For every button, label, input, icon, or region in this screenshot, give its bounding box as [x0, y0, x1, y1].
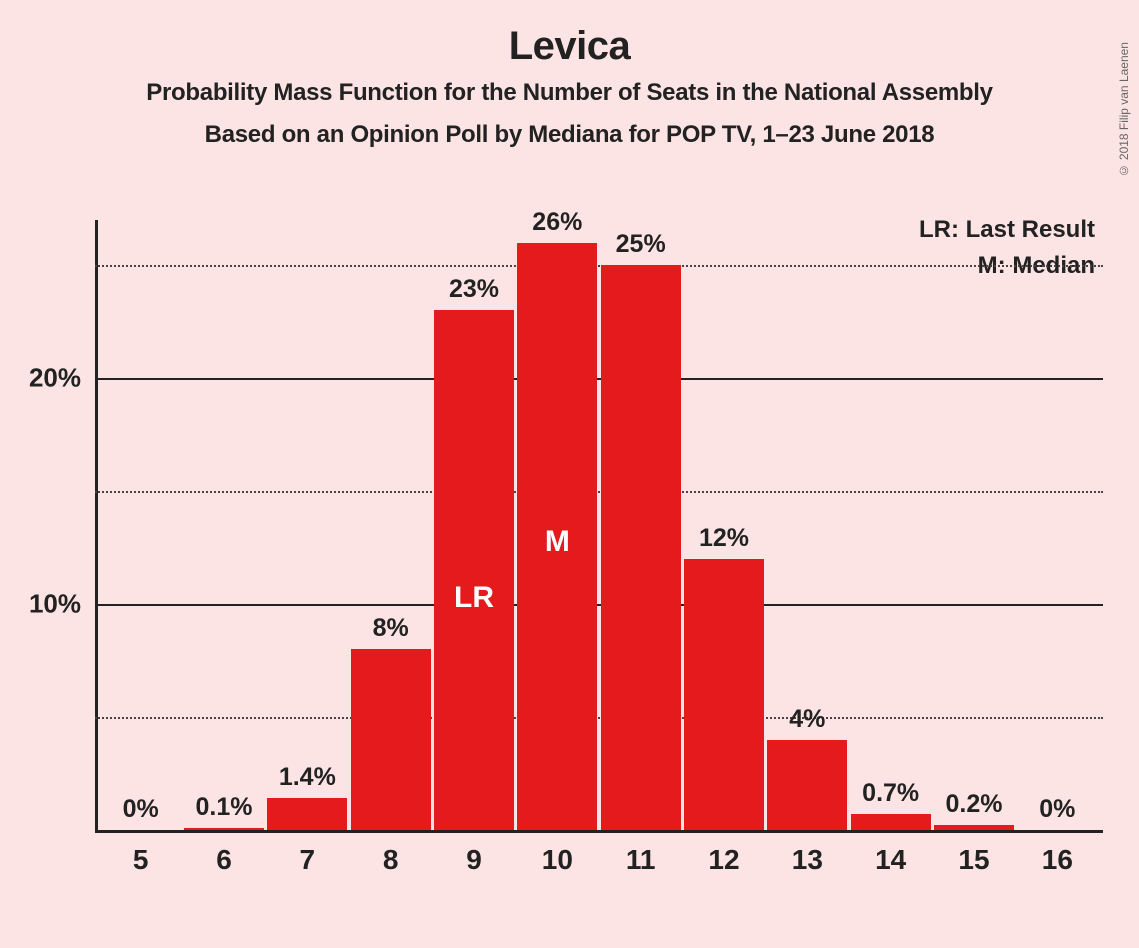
x-tick-label: 14	[875, 844, 906, 876]
bar-value-label: 25%	[616, 230, 666, 259]
bar-value-label: 23%	[449, 275, 499, 304]
x-tick-label: 11	[626, 844, 656, 876]
x-tick-label: 5	[133, 844, 149, 876]
bar-rect	[684, 559, 764, 830]
bar: 1.4%	[267, 798, 347, 830]
bar-value-label: 0.1%	[196, 793, 253, 822]
bar-rect	[851, 814, 931, 830]
bar-annotation: LR	[454, 581, 494, 615]
x-axis-line	[95, 830, 1103, 833]
bar: 4%	[767, 740, 847, 830]
chart-title: Levica	[0, 24, 1139, 69]
y-tick-label: 20%	[29, 363, 81, 394]
gridline-minor	[95, 717, 1103, 719]
bar-rect	[767, 740, 847, 830]
gridline-major	[95, 604, 1103, 606]
x-tick-label: 9	[466, 844, 482, 876]
bar-value-label: 0%	[123, 795, 159, 824]
gridline-minor	[95, 265, 1103, 267]
bar: 8%	[351, 649, 431, 830]
bar: 23%	[434, 310, 514, 830]
y-axis-line	[95, 220, 98, 830]
y-tick-label: 10%	[29, 589, 81, 620]
x-tick-label: 8	[383, 844, 399, 876]
bar-value-label: 0%	[1039, 795, 1075, 824]
chart-plot-area: LR: Last Result M: Median 10%20%50%60.1%…	[95, 214, 1103, 874]
bar-value-label: 26%	[532, 208, 582, 237]
x-tick-label: 7	[300, 844, 316, 876]
x-tick-label: 13	[792, 844, 823, 876]
bar: 0.2%	[934, 825, 1014, 830]
x-tick-label: 16	[1042, 844, 1073, 876]
bar: 0.1%	[184, 828, 264, 830]
bar-rect	[351, 649, 431, 830]
bar-rect	[934, 825, 1014, 830]
bar-rect	[434, 310, 514, 830]
bar: 25%	[601, 265, 681, 830]
bar-value-label: 1.4%	[279, 763, 336, 792]
bar-rect	[601, 265, 681, 830]
bar-value-label: 0.7%	[862, 779, 919, 808]
gridline-major	[95, 378, 1103, 380]
bar-value-label: 12%	[699, 524, 749, 553]
bar-value-label: 0.2%	[946, 790, 1003, 819]
gridline-minor	[95, 491, 1103, 493]
x-tick-label: 15	[958, 844, 989, 876]
bar-value-label: 4%	[789, 705, 825, 734]
bar: 12%	[684, 559, 764, 830]
bar: 0.7%	[851, 814, 931, 830]
x-tick-label: 10	[542, 844, 573, 876]
copyright-text: © 2018 Filip van Laenen	[1117, 42, 1131, 177]
bar-rect	[184, 828, 264, 830]
bar-value-label: 8%	[373, 614, 409, 643]
chart-subtitle-1: Probability Mass Function for the Number…	[0, 79, 1139, 107]
x-tick-label: 6	[216, 844, 232, 876]
bar-annotation: M	[545, 525, 570, 559]
x-tick-label: 12	[708, 844, 739, 876]
bar-rect	[267, 798, 347, 830]
chart-subtitle-2: Based on an Opinion Poll by Mediana for …	[0, 121, 1139, 149]
